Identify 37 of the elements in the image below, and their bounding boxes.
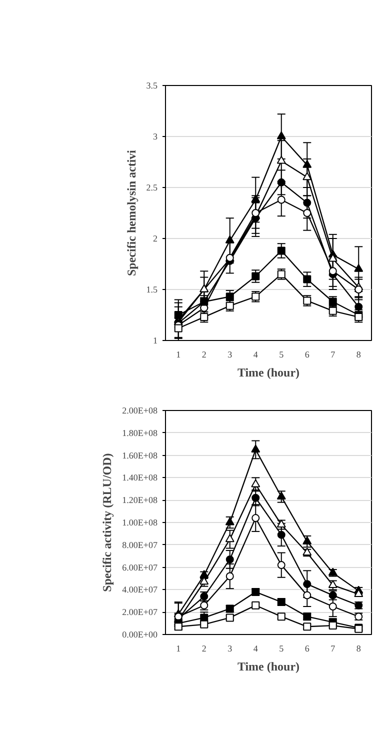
y-tick-label: 1 <box>153 336 158 346</box>
y-tick-label: 1.20E+08 <box>122 495 158 506</box>
x-tick-label: 1 <box>176 644 181 654</box>
x-tick-label: 6 <box>304 350 310 360</box>
y-tick-label: 4.00E+07 <box>122 584 158 595</box>
y-axis-title: Specific activity (RLU/OD) <box>100 453 114 592</box>
x-tick-label: 2 <box>202 644 206 654</box>
x-tick-label: 4 <box>253 350 258 360</box>
x-tick-label: 5 <box>279 350 284 360</box>
y-tick-label: 1.60E+08 <box>122 450 158 460</box>
x-tick-label: 7 <box>330 350 336 360</box>
x-tick-label: 7 <box>330 644 336 654</box>
x-tick-label: 2 <box>202 350 206 360</box>
y-tick-label: 2.00E+07 <box>122 607 158 618</box>
x-tick-label: 4 <box>253 644 258 654</box>
y-tick-label: 1.40E+08 <box>122 472 158 483</box>
x-tick-label: 8 <box>356 350 362 360</box>
y-axis-title: Specific hemolysin activi <box>124 149 138 276</box>
y-tick-label: 1.5 <box>146 284 158 294</box>
y-tick-label: 6.00E+07 <box>122 562 158 572</box>
x-axis-title: Time (hour) <box>237 660 300 674</box>
y-tick-label: 3.5 <box>146 80 158 90</box>
y-tick-label: 1.80E+08 <box>122 428 158 438</box>
y-tick-label: 2.5 <box>146 182 158 192</box>
x-tick-label: 3 <box>228 350 233 360</box>
x-tick-label: 8 <box>356 644 362 654</box>
x-tick-label: 5 <box>279 644 284 654</box>
y-tick-label: 3 <box>153 132 158 142</box>
x-tick-label: 1 <box>176 350 181 360</box>
y-tick-label: 0.00E+00 <box>122 630 158 640</box>
y-tick-label: 8.00E+07 <box>122 540 158 550</box>
y-tick-label: 2 <box>153 234 158 244</box>
x-axis-title: Time (hour) <box>237 366 300 380</box>
x-tick-label: 3 <box>228 644 233 654</box>
y-tick-label: 1.00E+08 <box>122 518 158 528</box>
x-tick-label: 6 <box>304 644 310 654</box>
y-tick-label: 2.00E+08 <box>122 406 158 416</box>
